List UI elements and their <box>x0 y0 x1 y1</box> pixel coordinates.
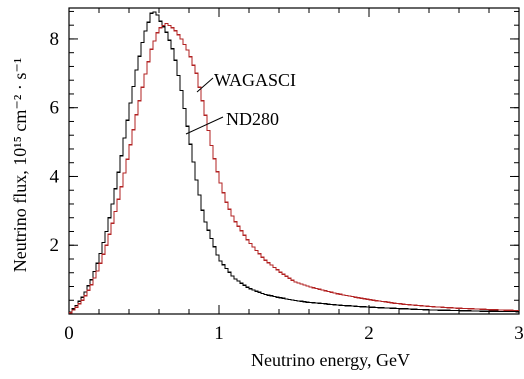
leader-line-nd280 <box>185 116 224 135</box>
x-axis-title: Neutrino energy, GeV <box>251 350 410 370</box>
x-tick-label: 0 <box>64 323 74 344</box>
plot-frame <box>68 7 520 315</box>
y-axis-title: Neutrino flux, 10¹⁵ cm⁻² · s⁻¹ <box>10 58 30 272</box>
x-tick-label: 3 <box>514 323 524 344</box>
series-layer <box>69 11 519 314</box>
y-tick-label: 4 <box>50 166 60 187</box>
series-label-nd280: ND280 <box>226 109 279 129</box>
x-tick-label: 1 <box>214 323 224 344</box>
y-tick-label: 2 <box>50 235 60 256</box>
y-tick-label: 8 <box>50 29 60 50</box>
leader-line-wagasci <box>196 77 214 93</box>
x-tick-label: 2 <box>364 323 374 344</box>
plot-axes: 0 1 2 3 2 4 6 8 Neutrino energy, GeV Neutrino flu… <box>10 7 524 370</box>
series-label-wagasci: WAGASCI <box>214 70 296 90</box>
series-line-wagasci <box>69 22 519 314</box>
y-tick-label: 6 <box>50 98 60 119</box>
label-layer: WAGASCI ND280 <box>185 70 296 135</box>
series-line-nd280 <box>69 11 519 313</box>
